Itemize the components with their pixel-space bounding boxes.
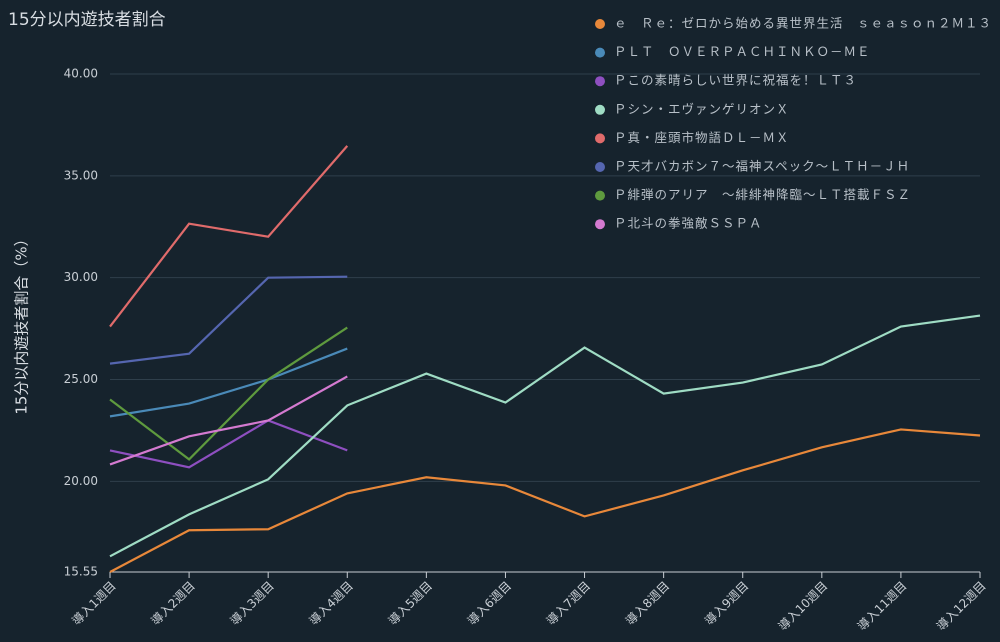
series-line	[109, 326, 348, 461]
x-tick-label: 導入5週目	[386, 579, 435, 628]
legend-label: Ｐ真・座頭市物語ＤＬ－ＭＸ	[614, 130, 790, 145]
x-tick-label: 導入3週目	[228, 579, 277, 628]
x-tick-label: 導入7週目	[544, 579, 593, 628]
legend-marker	[595, 19, 605, 29]
legend-label: ｅ Ｒｅ：ゼロから始める異世界生活 ｓｅａｓｏｎ２Ｍ１３	[614, 16, 992, 31]
legend-label: Ｐ天才バカボン７～福神スペック～ＬＴＨ－ＪＨ	[614, 159, 910, 174]
x-tick-label: 導入10週目	[776, 579, 831, 634]
series-line	[109, 347, 348, 418]
legend-marker	[595, 219, 605, 230]
x-tick-label: 導入6週目	[465, 579, 514, 628]
y-tick-label: 15.55	[64, 565, 98, 579]
x-tick-label: 導入1週目	[69, 579, 118, 628]
series-line	[109, 275, 348, 365]
y-axis-label: 15分以内遊技者割合（%）	[13, 231, 31, 414]
x-tick-label: 導入9週目	[702, 579, 751, 628]
legend-marker	[595, 162, 605, 172]
series-line	[109, 314, 981, 558]
x-tick-label: 導入12週目	[934, 579, 989, 634]
x-tick-label: 導入4週目	[307, 579, 356, 628]
y-tick-label: 35.00	[64, 168, 98, 182]
legend-label: ＰＬＴ ＯＶＥＲＰＡＣＨＩＮＫＯ－ＭＥ	[614, 44, 871, 59]
y-tick-label: 20.00	[64, 474, 98, 488]
x-tick-label: 導入8週目	[623, 579, 672, 628]
x-tick-label: 導入2週目	[148, 579, 197, 628]
legend-marker	[595, 104, 605, 115]
legend-label: Ｐこの素晴らしい世界に祝福を！ＬＴ３	[614, 73, 857, 88]
legend-marker	[595, 47, 605, 58]
legend-marker	[595, 76, 605, 87]
y-tick-label: 25.00	[64, 372, 98, 386]
x-tick-label: 導入11週目	[855, 579, 910, 634]
y-tick-label: 30.00	[64, 270, 98, 284]
y-tick-label: 40.00	[64, 67, 98, 81]
series-line	[109, 419, 348, 469]
legend-marker	[595, 190, 605, 201]
chart-title: 15分以内遊技者割合	[8, 10, 166, 30]
legend-label: Ｐ緋弾のアリア ～緋緋神降臨～ＬＴ搭載ＦＳＺ	[614, 187, 911, 202]
series-line	[109, 428, 981, 573]
series-line	[109, 375, 348, 466]
legend-marker	[595, 133, 605, 144]
legend-label: Ｐ北斗の拳強敵ＳＳＰＡ	[614, 216, 763, 231]
legend-label: Ｐシン・エヴァンゲリオンＸ	[614, 101, 790, 116]
series-line	[109, 145, 349, 328]
